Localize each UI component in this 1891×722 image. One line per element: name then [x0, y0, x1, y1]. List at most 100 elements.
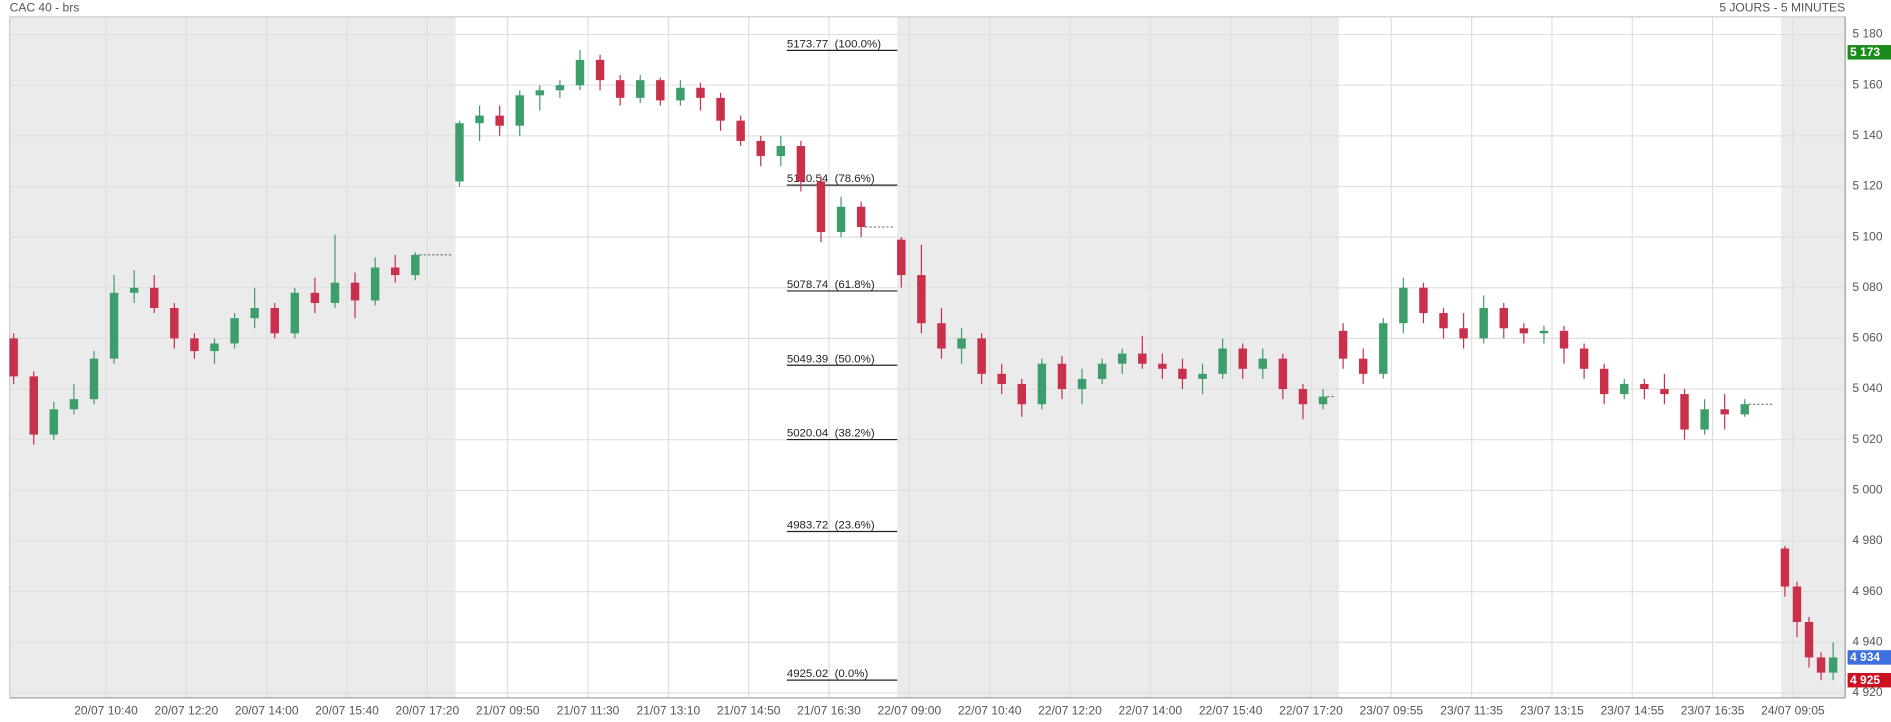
- candle-body: [736, 120, 745, 141]
- candle-body: [615, 80, 625, 98]
- candle-body: [1318, 396, 1328, 405]
- candle-body: [1519, 328, 1529, 334]
- candle-body: [210, 343, 219, 352]
- price-marker-label: 4 934: [1850, 650, 1880, 664]
- candle-body: [535, 90, 545, 96]
- chart-title: CAC 40 - brs: [10, 1, 80, 15]
- candle-body: [1338, 330, 1348, 359]
- candle-body: [1298, 389, 1308, 405]
- candle-body: [1238, 348, 1247, 369]
- candle-body: [1399, 287, 1408, 324]
- candle-body: [129, 287, 139, 293]
- candle-body: [595, 59, 605, 81]
- fib-label: 5020.04 (38.2%): [787, 428, 875, 440]
- candle-body: [1539, 330, 1549, 334]
- candle-body: [716, 97, 725, 121]
- y-tick-label: 5 040: [1852, 381, 1882, 395]
- candle-body: [475, 115, 484, 124]
- fib-label: 5049.39 (50.0%): [787, 353, 875, 365]
- candle-body: [1097, 363, 1107, 379]
- candle-body: [1559, 330, 1569, 349]
- candle-body: [1599, 368, 1609, 395]
- candle-body: [776, 145, 786, 157]
- candle-body: [917, 275, 926, 324]
- candle-body: [957, 338, 966, 349]
- y-tick-label: 5 180: [1852, 27, 1882, 41]
- x-tick-label: 20/07 14:00: [235, 703, 299, 717]
- candle-body: [495, 115, 504, 126]
- candle-body: [575, 59, 585, 86]
- x-tick-label: 23/07 16:35: [1681, 703, 1745, 717]
- candle-body: [9, 338, 18, 377]
- candle-body: [897, 239, 906, 276]
- x-tick-label: 23/07 09:55: [1359, 703, 1423, 717]
- candle-body: [1017, 383, 1027, 405]
- candle-body: [370, 267, 380, 301]
- price-marker-label: 5 173: [1850, 45, 1880, 59]
- candle-body: [836, 206, 846, 233]
- y-tick-label: 4 940: [1852, 634, 1882, 648]
- y-tick-label: 5 000: [1852, 483, 1882, 497]
- candle-body: [411, 254, 420, 276]
- candle-body: [555, 85, 565, 91]
- candle-body: [656, 80, 665, 101]
- x-tick-label: 23/07 14:55: [1600, 703, 1664, 717]
- candle-body: [1218, 348, 1227, 374]
- candle-body: [150, 287, 159, 309]
- x-tick-label: 22/07 17:20: [1279, 703, 1343, 717]
- candle-body: [937, 323, 946, 349]
- candle-body: [270, 308, 279, 334]
- candle-body: [29, 376, 38, 435]
- candle-body: [290, 292, 300, 334]
- candle-body: [1358, 358, 1368, 374]
- fib-label: 4925.02 (0.0%): [787, 668, 869, 680]
- chart-subtitle: 5 JOURS - 5 MINUTES: [1719, 1, 1845, 15]
- candle-body: [515, 95, 524, 126]
- y-tick-label: 4 960: [1852, 584, 1882, 598]
- candle-body: [1077, 378, 1087, 390]
- candle-body: [310, 292, 320, 303]
- candle-body: [816, 181, 826, 233]
- candle-body: [49, 409, 59, 435]
- candle-body: [109, 292, 119, 359]
- candle-body: [170, 308, 179, 339]
- x-tick-label: 20/07 10:40: [74, 703, 138, 717]
- candle-body: [455, 123, 464, 182]
- price-marker: [1847, 45, 1891, 60]
- x-tick-label: 20/07 15:40: [315, 703, 379, 717]
- y-tick-label: 5 120: [1852, 179, 1882, 193]
- price-marker-label: 4 925: [1850, 673, 1880, 687]
- candle-body: [230, 318, 239, 344]
- x-tick-label: 21/07 14:50: [717, 703, 781, 717]
- candle-body: [1579, 348, 1589, 369]
- candle-body: [250, 308, 259, 319]
- candle-body: [1158, 363, 1167, 369]
- candle-body: [1198, 373, 1207, 379]
- x-tick-label: 23/07 13:15: [1520, 703, 1584, 717]
- candle-body: [1479, 308, 1488, 339]
- x-tick-label: 22/07 12:20: [1038, 703, 1102, 717]
- candle-body: [391, 267, 400, 276]
- candle-body: [190, 338, 199, 352]
- x-tick-label: 23/07 11:35: [1440, 703, 1503, 717]
- x-tick-label: 22/07 10:40: [958, 703, 1022, 717]
- candle-body: [1792, 586, 1802, 622]
- candle-body: [977, 338, 986, 374]
- candle-body: [696, 87, 705, 98]
- y-tick-label: 5 100: [1852, 229, 1882, 243]
- session-shade: [1780, 16, 1846, 698]
- x-tick-label: 22/07 15:40: [1199, 703, 1263, 717]
- candle-body: [1117, 353, 1127, 364]
- candle-body: [636, 80, 645, 98]
- candle-body: [1740, 404, 1749, 415]
- x-tick-label: 21/07 09:50: [476, 703, 540, 717]
- candle-body: [1804, 621, 1814, 658]
- candle-body: [1780, 548, 1790, 587]
- candle-body: [330, 282, 340, 303]
- x-tick-label: 22/07 14:00: [1119, 703, 1183, 717]
- x-tick-label: 20/07 17:20: [396, 703, 460, 717]
- price-marker: [1847, 650, 1891, 665]
- candle-body: [1720, 409, 1729, 415]
- y-tick-label: 4 980: [1852, 533, 1882, 547]
